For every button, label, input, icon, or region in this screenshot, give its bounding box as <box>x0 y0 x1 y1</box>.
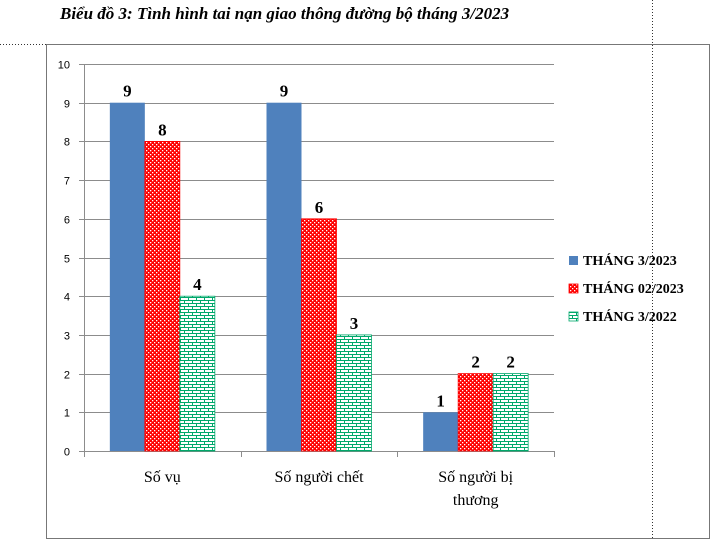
chart-title: Biểu đồ 3: Tình hình tai nạn giao thông … <box>59 4 510 23</box>
bar-0-0 <box>109 102 145 451</box>
bars <box>109 102 529 452</box>
y-tick-label: 9 <box>64 99 70 111</box>
y-tick-label: 8 <box>64 137 70 149</box>
y-tick-label: 0 <box>64 447 70 459</box>
bar-1-1 <box>301 218 337 452</box>
data-label: 2 <box>471 353 480 372</box>
legend: THÁNG 3/2023 THÁNG 02/2023 THÁNG 3/2022 <box>568 252 684 325</box>
legend-swatch <box>568 311 579 322</box>
bar-0-2 <box>179 295 216 452</box>
category-label: Số vụ <box>144 469 181 486</box>
legend-swatch <box>568 283 579 294</box>
bar-1-2 <box>336 334 372 452</box>
category-label: Số người bị <box>438 469 513 486</box>
y-tick-label: 3 <box>64 331 70 343</box>
data-label: 9 <box>280 82 289 101</box>
category-label: Số người chết <box>274 469 364 486</box>
data-label: 6 <box>315 198 324 217</box>
data-labels: 9 8 4 9 6 3 1 2 2 <box>123 82 515 411</box>
bar-0-1 <box>144 140 181 452</box>
bar-2-0 <box>423 412 459 451</box>
y-tick-label: 5 <box>64 254 70 266</box>
data-label: 3 <box>350 314 359 333</box>
data-label: 8 <box>158 120 167 139</box>
data-label: 1 <box>436 391 445 410</box>
y-tick-label: 4 <box>64 292 70 304</box>
category-labels: Số vụ Số người chết Số người bị thương <box>144 469 514 509</box>
y-tick-label: 2 <box>64 370 70 382</box>
legend-label: THÁNG 3/2023 <box>583 252 677 269</box>
y-tick-label: 7 <box>64 176 70 188</box>
data-label: 9 <box>123 82 132 101</box>
legend-label: THÁNG 02/2023 <box>583 280 684 297</box>
category-label: thương <box>453 492 499 509</box>
axes <box>79 64 555 457</box>
y-tick-label: 6 <box>64 215 70 227</box>
bar-1-0 <box>266 102 302 451</box>
legend-label: THÁNG 3/2022 <box>583 308 677 325</box>
y-tick-labels: 0 1 2 3 4 5 6 7 8 9 10 <box>58 60 70 459</box>
data-label: 2 <box>506 353 515 372</box>
data-label: 4 <box>193 275 202 294</box>
bar-2-1 <box>457 373 494 452</box>
y-tick-label: 1 <box>64 408 70 420</box>
legend-swatch <box>569 256 578 265</box>
bar-2-2 <box>492 373 529 452</box>
y-tick-label: 10 <box>58 60 70 72</box>
